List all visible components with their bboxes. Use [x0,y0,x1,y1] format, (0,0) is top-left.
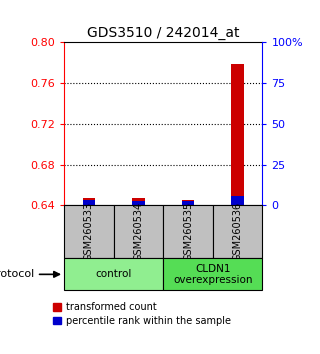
FancyBboxPatch shape [163,205,213,258]
Legend: transformed count, percentile rank within the sample: transformed count, percentile rank withi… [53,302,230,326]
FancyBboxPatch shape [213,205,262,258]
Text: GSM260533: GSM260533 [84,202,94,262]
Title: GDS3510 / 242014_at: GDS3510 / 242014_at [87,26,239,40]
Text: control: control [95,269,132,279]
Bar [231,64,244,205]
Text: CLDN1
overexpression: CLDN1 overexpression [173,263,252,285]
Bar [132,198,145,205]
FancyBboxPatch shape [114,205,163,258]
Text: protocol: protocol [0,269,34,279]
Bar [182,200,194,205]
Bar [83,198,95,205]
FancyBboxPatch shape [64,205,114,258]
FancyBboxPatch shape [163,258,262,290]
Bar [83,200,95,205]
Text: GSM260535: GSM260535 [183,202,193,262]
Bar [182,201,194,205]
FancyBboxPatch shape [64,258,163,290]
Bar [231,196,244,205]
Bar [132,201,145,205]
Text: GSM260536: GSM260536 [233,202,243,262]
Text: GSM260534: GSM260534 [133,202,143,262]
